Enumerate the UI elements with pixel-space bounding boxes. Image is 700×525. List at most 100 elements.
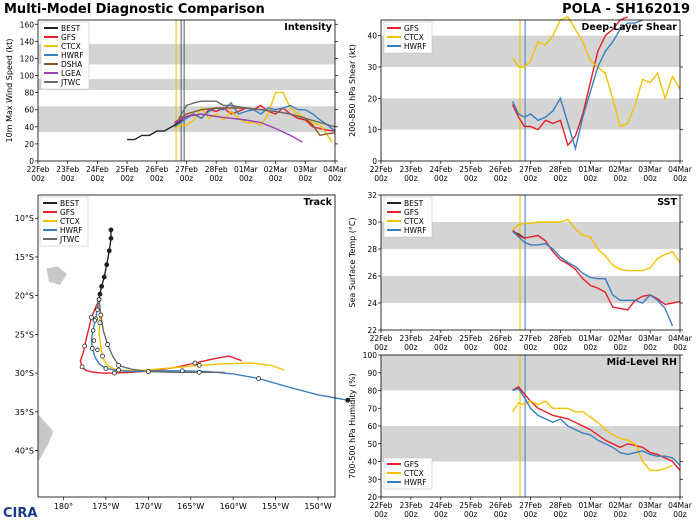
rh-series-ctcx: [512, 400, 673, 472]
y-tick-label: 60: [367, 422, 377, 431]
x-tick-label: 22Feb: [370, 165, 393, 174]
legend-label-gfs: GFS: [404, 460, 419, 469]
x-tick-label: 01Mar: [578, 501, 603, 510]
x-tick-label: 03Mar: [638, 334, 663, 343]
y-tick-label: 100: [363, 351, 378, 360]
legend-label-best: BEST: [60, 199, 80, 208]
track-marker: [196, 362, 202, 368]
track-x-tick-label: 160°W: [220, 502, 247, 511]
rh-panel: 203040506070809010022Feb00z23Feb00z24Feb…: [348, 351, 693, 519]
x-tick-label: 02Mar: [608, 165, 633, 174]
y-tick-label: 10: [367, 126, 377, 135]
x-tick-label: 00z: [404, 174, 418, 183]
track-y-tick-label: 35°S: [15, 408, 34, 417]
y-tick-label: 24: [367, 299, 377, 308]
intensity-title: Intensity: [284, 22, 332, 33]
track-marker: [108, 227, 114, 233]
y-tick-label: 20: [367, 493, 377, 502]
rh-ylabel: 700-500 hPa Humidity (%): [348, 373, 357, 479]
y-tick-label: 50: [367, 440, 377, 449]
x-tick-label: 00z: [673, 510, 687, 519]
track-best-marker: [90, 328, 96, 333]
x-tick-label: 00z: [554, 174, 568, 183]
shear-panel: 01020304022Feb00z23Feb00z24Feb00z25Feb00…: [348, 16, 693, 183]
x-tick-label: 00z: [299, 174, 313, 183]
track-marker: [82, 343, 88, 349]
x-tick-label: 00z: [120, 174, 134, 183]
x-tick-label: 28Feb: [205, 165, 228, 174]
x-tick-label: 00z: [524, 174, 538, 183]
x-tick-label: 22Feb: [370, 501, 393, 510]
x-tick-label: 00z: [464, 510, 478, 519]
x-tick-label: 23Feb: [56, 165, 79, 174]
x-tick-label: 28Feb: [549, 501, 572, 510]
track-marker: [98, 312, 104, 318]
y-tick-label: 26: [367, 272, 377, 281]
legend-label-gfs: GFS: [61, 33, 76, 42]
x-tick-label: 00z: [434, 343, 448, 352]
y-tick-label: 32: [367, 191, 377, 200]
track-best-marker: [96, 297, 102, 302]
y-tick-label: 40: [367, 458, 377, 467]
intensity-series-lgea: [174, 113, 303, 143]
track-x-tick-label: 180°: [54, 502, 73, 511]
x-tick-label: 00z: [464, 343, 478, 352]
legend-label-jtwc: JTWC: [60, 78, 80, 87]
storm-id-title: POLA - SH162019: [562, 2, 690, 17]
x-tick-label: 00z: [209, 174, 223, 183]
x-tick-label: 00z: [494, 510, 508, 519]
legend-label-ctcx: CTCX: [61, 42, 81, 51]
shear-title: Deep-Layer Shear: [582, 22, 678, 33]
track-marker: [79, 364, 85, 370]
x-tick-label: 00z: [464, 174, 478, 183]
intensity-series-jtwc: [178, 100, 336, 128]
x-tick-label: 23Feb: [399, 334, 422, 343]
y-tick-label: 120: [20, 54, 35, 63]
rh-title: Mid-Level RH: [607, 357, 677, 368]
intensity-band: [38, 78, 335, 91]
x-tick-label: 00z: [374, 174, 388, 183]
x-tick-label: 00z: [374, 510, 388, 519]
x-tick-label: 00z: [643, 174, 657, 183]
track-marker: [145, 369, 151, 374]
x-tick-label: 02Mar: [608, 501, 633, 510]
track-marker: [116, 362, 122, 368]
y-tick-label: 80: [367, 387, 377, 396]
track-panel: 180° 175°W 170°W 165°W 160°W 155°W 150°W 10°S 15…: [15, 194, 351, 511]
x-tick-label: 25Feb: [116, 165, 139, 174]
track-marker: [101, 274, 107, 280]
x-tick-label: 24Feb: [429, 334, 452, 343]
y-tick-label: 160: [20, 20, 35, 29]
intensity-series-best: [127, 117, 184, 141]
x-tick-label: 00z: [584, 510, 598, 519]
x-tick-label: 23Feb: [399, 501, 422, 510]
x-tick-label: 23Feb: [399, 165, 422, 174]
x-tick-label: 01Mar: [578, 334, 603, 343]
track-series-jtwc: [98, 299, 225, 373]
legend-label-hwrf: HWRF: [404, 226, 427, 235]
x-tick-label: 27Feb: [175, 165, 198, 174]
x-tick-label: 26Feb: [145, 165, 168, 174]
x-tick-label: 00z: [434, 174, 448, 183]
y-tick-label: 90: [367, 369, 377, 378]
track-best-marker: [95, 307, 100, 312]
new-zealand-land: [38, 414, 54, 463]
y-tick-label: 0: [372, 157, 377, 166]
x-tick-label: 26Feb: [489, 501, 512, 510]
x-tick-label: 00z: [643, 343, 657, 352]
x-tick-label: 22Feb: [370, 334, 393, 343]
legend-label-jtwc: JTWC: [59, 235, 79, 244]
x-tick-label: 27Feb: [519, 334, 542, 343]
x-tick-label: 03Mar: [293, 165, 318, 174]
fiji-land: [46, 266, 67, 285]
sst-panel: 22242628303222Feb00z23Feb00z24Feb00z25Fe…: [348, 191, 693, 352]
x-tick-label: 01Mar: [578, 165, 603, 174]
track-marker: [345, 397, 351, 403]
x-tick-label: 04Mar: [668, 501, 693, 510]
x-tick-label: 00z: [91, 174, 105, 183]
legend-label-lgea: LGEA: [61, 69, 82, 78]
track-marker: [179, 368, 185, 374]
track-marker: [116, 367, 122, 373]
